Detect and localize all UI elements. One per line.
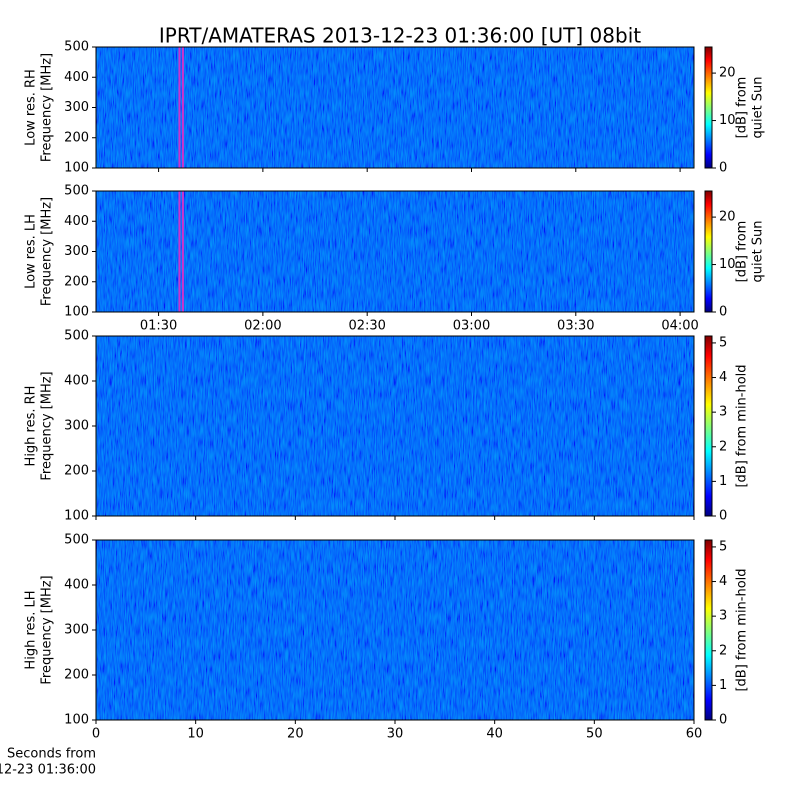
spectrogram-texture — [96, 47, 694, 168]
colorbar — [704, 335, 713, 517]
y-tick-label: 500 — [64, 329, 89, 344]
x-tick-label: 03:30 — [557, 319, 594, 334]
x-tick-label: 03:00 — [453, 319, 490, 334]
colorbar-tick-label: 3 — [719, 609, 727, 624]
colorbar-tick-label: 0 — [719, 161, 727, 176]
x-tick-label: 01:30 — [140, 319, 177, 334]
colorbar-tick-label: 1 — [719, 678, 727, 693]
y-axis-label: High res. RH — [24, 386, 39, 467]
colorbar-label: quiet Sun — [751, 76, 766, 138]
colorbar-tick-label: 0 — [719, 509, 727, 524]
colorbar-tick-label: 4 — [719, 370, 727, 385]
y-axis-label: Low res. RH — [24, 69, 39, 146]
y-axis-label: Frequency [MHz] — [40, 53, 55, 162]
colorbar-tick-label: 0 — [719, 305, 727, 320]
y-axis-label: Low res. LH — [24, 214, 39, 289]
y-tick-label: 300 — [64, 623, 89, 638]
x-tick-label: 10 — [187, 727, 204, 742]
colorbar-tick-label: 10 — [719, 257, 736, 272]
y-axis-label: Frequency [MHz] — [40, 575, 55, 684]
x-axis-label: Seconds from — [7, 747, 96, 762]
y-tick-label: 100 — [64, 305, 89, 320]
x-tick-label: 02:30 — [348, 319, 385, 334]
x-tick-label: 0 — [92, 727, 100, 742]
colorbar-tick-label: 2 — [719, 439, 727, 454]
y-tick-label: 400 — [64, 70, 89, 85]
spectrogram-texture — [96, 540, 694, 720]
y-tick-label: 300 — [64, 244, 89, 259]
y-tick-label: 100 — [64, 161, 89, 176]
colorbar — [704, 46, 713, 169]
y-axis-label: High res. LH — [24, 590, 39, 669]
y-tick-label: 200 — [64, 464, 89, 479]
x-tick-label: 60 — [686, 727, 703, 742]
colorbar-tick-label: 0 — [719, 713, 727, 728]
x-tick-label: 02:00 — [244, 319, 281, 334]
y-tick-label: 200 — [64, 274, 89, 289]
colorbar-tick-label: 3 — [719, 405, 727, 420]
spectrogram-texture — [96, 336, 694, 516]
colorbar-tick-label: 5 — [719, 539, 727, 554]
x-tick-label: 40 — [486, 727, 503, 742]
y-tick-label: 200 — [64, 130, 89, 145]
y-tick-label: 500 — [64, 40, 89, 55]
y-tick-label: 400 — [64, 578, 89, 593]
y-axis-label: Frequency [MHz] — [40, 197, 55, 306]
colorbar-label: quiet Sun — [751, 220, 766, 282]
x-tick-label: 20 — [287, 727, 304, 742]
colorbar-label: [dB] from — [735, 221, 750, 283]
y-axis-label: Frequency [MHz] — [40, 371, 55, 480]
y-tick-label: 100 — [64, 713, 89, 728]
y-tick-label: 400 — [64, 214, 89, 229]
x-tick-label: 04:00 — [661, 319, 698, 334]
colorbar-label: [dB] from min-hold — [735, 568, 750, 691]
y-tick-label: 500 — [64, 184, 89, 199]
colorbar — [704, 190, 713, 313]
colorbar-tick-label: 10 — [719, 113, 736, 128]
chart-title: IPRT/AMATERAS 2013-12-23 01:36:00 [UT] 0… — [159, 24, 641, 48]
colorbar-tick-label: 4 — [719, 574, 727, 589]
colorbar-label: [dB] from — [735, 77, 750, 139]
y-tick-label: 300 — [64, 419, 89, 434]
y-tick-label: 500 — [64, 533, 89, 548]
colorbar-tick-label: 5 — [719, 335, 727, 350]
colorbar-tick-label: 1 — [719, 474, 727, 489]
y-tick-label: 400 — [64, 374, 89, 389]
colorbar-tick-label: 2 — [719, 643, 727, 658]
x-tick-label: 50 — [586, 727, 603, 742]
colorbar-tick-label: 20 — [719, 210, 736, 225]
x-tick-label: 30 — [387, 727, 404, 742]
y-tick-label: 300 — [64, 100, 89, 115]
y-tick-label: 200 — [64, 668, 89, 683]
colorbar — [704, 539, 713, 721]
colorbar-label: [dB] from min-hold — [735, 364, 750, 487]
x-axis-label: 2013-12-23 01:36:00 — [0, 763, 96, 778]
spectrogram-texture — [96, 191, 694, 312]
colorbar-tick-label: 20 — [719, 66, 736, 81]
y-tick-label: 100 — [64, 509, 89, 524]
